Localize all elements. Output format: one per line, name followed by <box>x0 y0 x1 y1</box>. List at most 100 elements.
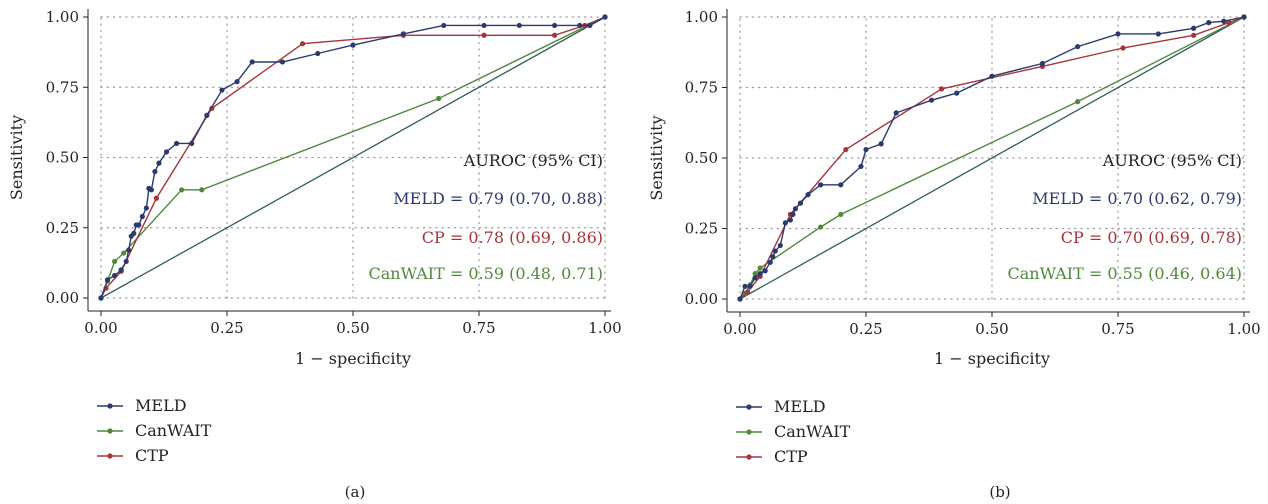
data-point-canwait <box>818 224 824 230</box>
data-point-meld <box>350 42 356 48</box>
data-point-meld <box>752 275 758 281</box>
data-point-meld <box>441 22 447 29</box>
legend-label: CTP <box>135 446 169 465</box>
legend-marker <box>746 429 752 435</box>
data-point-ctp <box>300 41 306 47</box>
data-point-meld <box>1221 18 1227 24</box>
y-tick-label: 1.00 <box>46 8 79 26</box>
series-line-meld <box>100 16 606 299</box>
x-tick-label: 1.00 <box>1227 320 1260 338</box>
data-point-meld <box>818 182 824 188</box>
data-point-meld <box>893 110 899 116</box>
y-tick-label: 0.25 <box>46 219 79 237</box>
data-point-canwait <box>752 271 758 277</box>
y-tick-label: 1.00 <box>685 8 718 26</box>
x-tick-label: 0.75 <box>462 319 495 337</box>
roc-panel-a: 0.00 0.00 0.25 0.25 0.50 0.50 0.75 0.75 1.00 1.00… <box>7 8 622 501</box>
data-point-meld <box>577 22 583 29</box>
legend-label: CanWAIT <box>774 422 851 441</box>
data-point-meld <box>797 200 804 206</box>
data-point-meld <box>858 163 864 170</box>
data-point-meld <box>143 205 149 211</box>
legend-marker <box>107 453 113 459</box>
data-point-ctp <box>744 289 751 295</box>
data-point-meld <box>767 259 773 265</box>
data-point-meld <box>838 182 844 188</box>
data-point-meld <box>249 59 255 65</box>
data-point-meld <box>1206 20 1212 26</box>
roc-panel-b: 0.00 0.00 0.25 0.25 0.50 0.50 0.75 0.75 1.00 1.00… <box>647 8 1261 501</box>
x-tick-label: 0.25 <box>210 319 243 337</box>
legend-marker <box>746 404 752 410</box>
x-axis-title: 1 − specificity <box>295 349 411 368</box>
legend-marker <box>746 454 752 460</box>
y-tick-label: 0.50 <box>46 149 79 167</box>
data-point-meld <box>516 22 522 29</box>
data-point-meld <box>762 268 768 274</box>
data-point-ctp <box>1226 20 1232 26</box>
data-point-meld <box>757 271 763 277</box>
data-point-meld <box>163 149 170 155</box>
data-point-meld <box>118 267 124 273</box>
x-tick-label: 1.00 <box>588 319 621 337</box>
data-point-meld <box>152 168 158 175</box>
y-tick-label: 0.75 <box>46 78 79 96</box>
y-axis-title: Sensitivity <box>7 115 26 200</box>
data-point-meld <box>126 247 132 253</box>
data-point-ctp <box>843 146 849 153</box>
auroc-cp: CP = 0.78 (0.69, 0.86) <box>422 228 603 247</box>
data-point-meld <box>737 296 743 302</box>
data-point-meld <box>1115 31 1121 37</box>
data-point-ctp <box>1191 32 1197 38</box>
data-point-meld <box>1039 60 1045 67</box>
legend-marker <box>107 428 113 434</box>
data-point-meld <box>123 258 129 265</box>
data-point-meld <box>928 97 935 103</box>
data-point-meld <box>1191 25 1197 31</box>
data-point-ctp <box>939 86 945 92</box>
data-point-meld <box>219 87 225 93</box>
data-point-canwait <box>179 187 185 193</box>
data-point-canwait <box>838 211 844 217</box>
data-point-meld <box>772 248 778 254</box>
data-point-canwait <box>121 250 127 256</box>
data-point-meld <box>1155 31 1161 37</box>
data-point-meld <box>98 295 104 301</box>
data-point-meld <box>863 146 869 153</box>
data-point-meld <box>770 254 776 260</box>
legend-label: MELD <box>135 396 187 415</box>
auroc-meld: MELD = 0.70 (0.62, 0.79) <box>1032 189 1242 208</box>
data-point-meld <box>742 283 748 289</box>
data-point-meld <box>112 272 118 279</box>
data-point-meld <box>279 59 286 65</box>
data-point-canwait <box>436 95 442 102</box>
data-point-canwait <box>199 187 205 193</box>
x-tick-label: 0.25 <box>849 320 882 338</box>
data-point-canwait <box>1075 99 1081 105</box>
data-point-meld <box>790 211 796 217</box>
data-point-meld <box>400 31 406 37</box>
y-tick-label: 0.25 <box>685 220 718 238</box>
x-tick-label: 0.50 <box>336 319 369 337</box>
data-point-ctp <box>153 195 160 201</box>
data-point-meld <box>878 141 884 147</box>
data-point-meld <box>204 112 210 118</box>
data-point-meld <box>104 277 111 283</box>
data-point-meld <box>954 90 960 96</box>
x-tick-label: 0.75 <box>1101 320 1134 338</box>
x-axis-title: 1 − specificity <box>934 349 1050 368</box>
data-point-ctp <box>552 32 558 38</box>
auroc-header: AUROC (95% CI) <box>1102 151 1242 170</box>
y-tick-label: 0.00 <box>685 290 718 308</box>
legend-marker <box>107 403 113 409</box>
data-point-meld <box>481 22 487 29</box>
data-point-meld <box>131 230 137 236</box>
y-tick-label: 0.00 <box>46 289 79 307</box>
data-point-meld <box>787 217 794 223</box>
data-point-meld <box>234 79 240 85</box>
data-point-meld <box>139 213 145 220</box>
data-point-meld <box>587 22 593 29</box>
data-point-meld <box>136 222 142 228</box>
data-point-meld <box>552 22 558 29</box>
